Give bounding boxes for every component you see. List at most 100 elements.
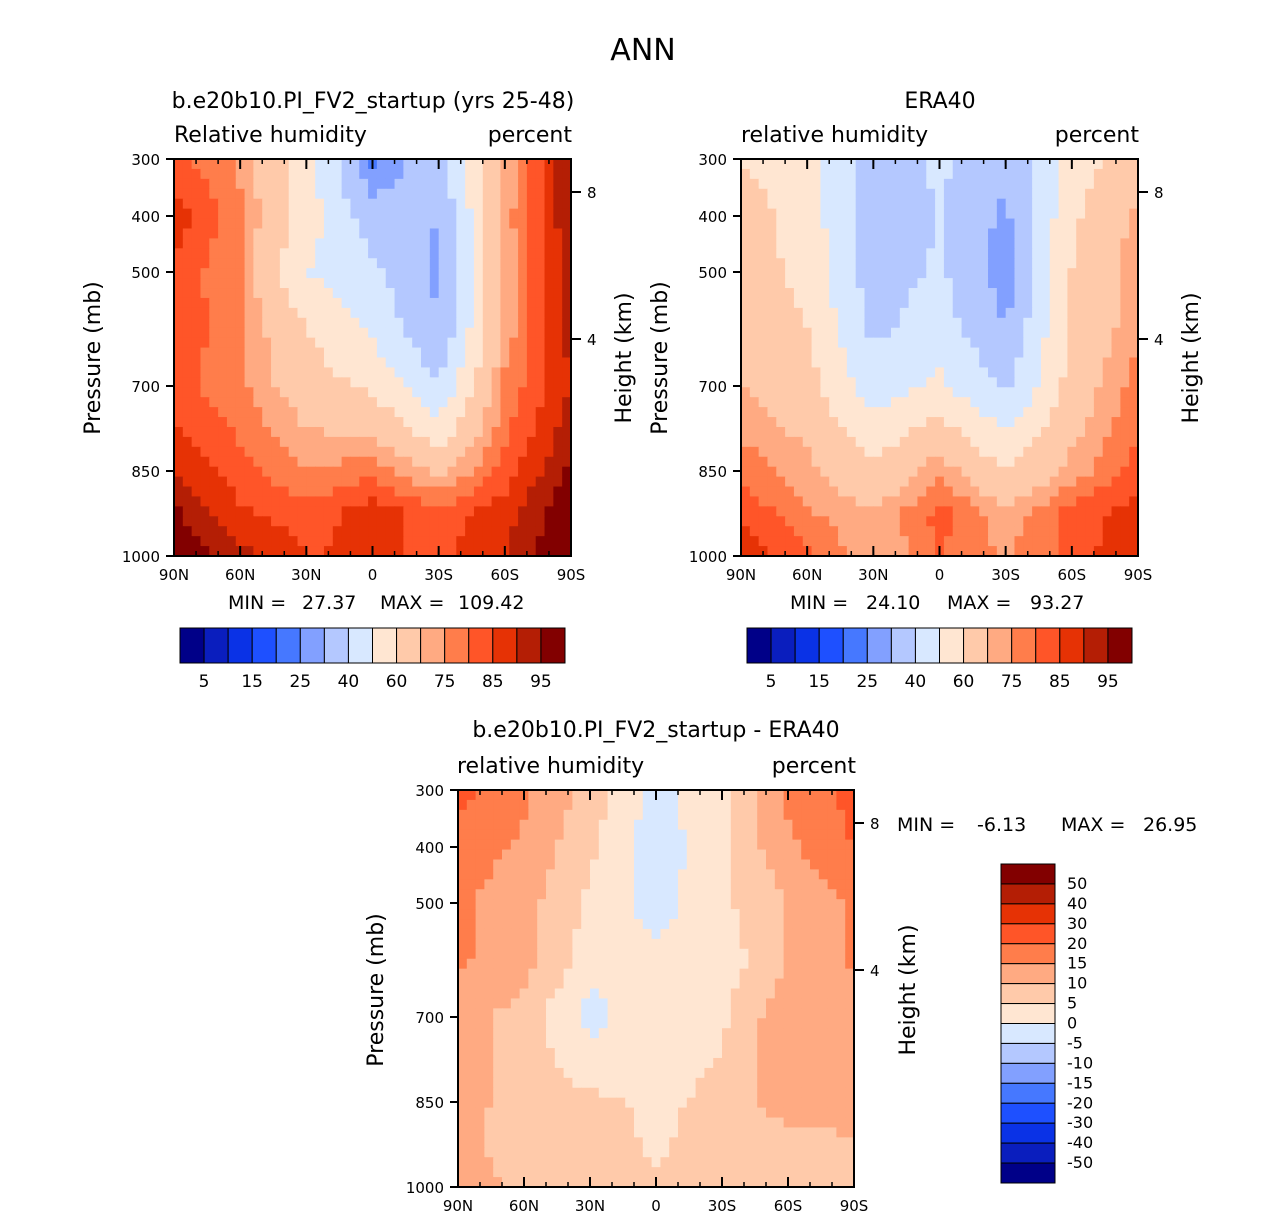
contour-cell	[500, 456, 510, 468]
contour-cell	[528, 889, 538, 900]
contour-cell	[838, 337, 848, 349]
contour-cell	[493, 839, 503, 851]
contour-cell	[820, 516, 830, 527]
contour-cell	[873, 486, 883, 498]
contour-cell	[827, 919, 837, 930]
contour-cell	[465, 426, 475, 438]
contour-cell	[792, 938, 802, 950]
contour-cell	[1040, 258, 1051, 269]
contour-cell	[484, 988, 494, 1000]
contour-cell	[988, 278, 998, 289]
contour-cell	[518, 168, 528, 180]
contour-cell	[359, 297, 369, 309]
contour-cell	[562, 198, 572, 210]
contour-cell	[581, 1028, 591, 1039]
contour-cell	[1049, 357, 1060, 369]
contour-cell	[1005, 228, 1016, 239]
contour-cell	[899, 238, 910, 249]
contour-cell	[429, 436, 440, 448]
contour-cell	[704, 1038, 714, 1049]
contour-cell	[447, 337, 457, 349]
contour-cell	[535, 367, 546, 378]
contour-cell	[774, 859, 785, 871]
contour-cell	[882, 516, 892, 527]
contour-cell	[598, 978, 609, 990]
contour-cell	[704, 859, 714, 871]
contour-cell	[509, 426, 519, 438]
contour-cell	[526, 436, 537, 448]
contour-cell	[970, 407, 980, 418]
contour-cell	[174, 526, 184, 537]
contour-cell	[465, 377, 475, 388]
contour-cell	[836, 1018, 846, 1029]
contour-cell	[873, 208, 883, 220]
contour-cell	[785, 397, 795, 408]
contour-cell	[262, 377, 272, 388]
panel-model-colorbar: 5 15 25 40 60 75 85 95	[179, 627, 566, 692]
contour-cell	[1067, 337, 1077, 349]
contour-cell	[482, 248, 493, 259]
contour-cell	[1067, 456, 1077, 468]
contour-cell	[758, 317, 769, 329]
contour-cell	[519, 978, 529, 990]
contour-cell	[961, 357, 971, 369]
contour-cell	[182, 188, 193, 200]
contour-cell	[1093, 208, 1104, 220]
contour-cell	[438, 536, 449, 547]
contour-cell	[421, 238, 431, 249]
contour-cell	[1093, 198, 1104, 210]
contour-cell	[926, 168, 936, 180]
contour-cell	[766, 879, 776, 890]
contour-cell	[811, 397, 821, 408]
contour-cell	[1032, 516, 1042, 527]
contour-cell	[1102, 476, 1113, 488]
contour-cell	[341, 188, 352, 200]
contour-cell	[811, 327, 821, 339]
contour-cell	[262, 238, 272, 249]
contour-cell	[315, 377, 325, 388]
contour-cell	[581, 928, 591, 940]
contour-cell	[730, 849, 741, 861]
contour-cell	[509, 446, 519, 458]
contour-cell	[1067, 466, 1077, 478]
contour-cell	[793, 327, 804, 339]
contour-cell	[315, 436, 325, 448]
contour-cell	[988, 506, 998, 517]
contour-cell	[917, 278, 927, 289]
contour-cell	[385, 238, 396, 249]
contour-cell	[491, 327, 502, 339]
contour-cell	[315, 357, 325, 369]
contour-cell	[519, 968, 529, 980]
contour-cell	[988, 387, 998, 398]
contour-cell	[385, 347, 396, 359]
contour-cell	[509, 397, 519, 408]
contour-cell	[235, 486, 246, 498]
contour-cell	[518, 238, 528, 249]
contour-cell	[952, 397, 963, 408]
contour-cell	[730, 839, 741, 851]
contour-cell	[838, 268, 848, 279]
contour-cell	[553, 317, 563, 329]
contour-cell	[996, 536, 1007, 547]
contour-cell	[376, 188, 387, 200]
contour-cell	[749, 347, 760, 359]
contour-cell	[403, 307, 413, 319]
contour-cell	[625, 790, 635, 801]
contour-cell	[526, 546, 537, 557]
contour-cell	[741, 317, 751, 329]
contour-cell	[855, 307, 866, 319]
contour-cell	[741, 476, 751, 488]
contour-cell	[713, 1028, 723, 1039]
contour-cell	[1085, 506, 1095, 517]
contour-cell	[466, 968, 477, 980]
contour-cell	[802, 526, 813, 537]
contour-cell	[820, 456, 830, 468]
contour-cell	[1076, 208, 1086, 220]
contour-cell	[704, 790, 714, 801]
contour-cell	[1093, 317, 1104, 329]
contour-cell	[385, 506, 396, 517]
contour-cell	[766, 790, 776, 801]
contour-cell	[890, 476, 901, 488]
contour-cell	[403, 546, 413, 557]
contour-cell	[1049, 238, 1060, 249]
